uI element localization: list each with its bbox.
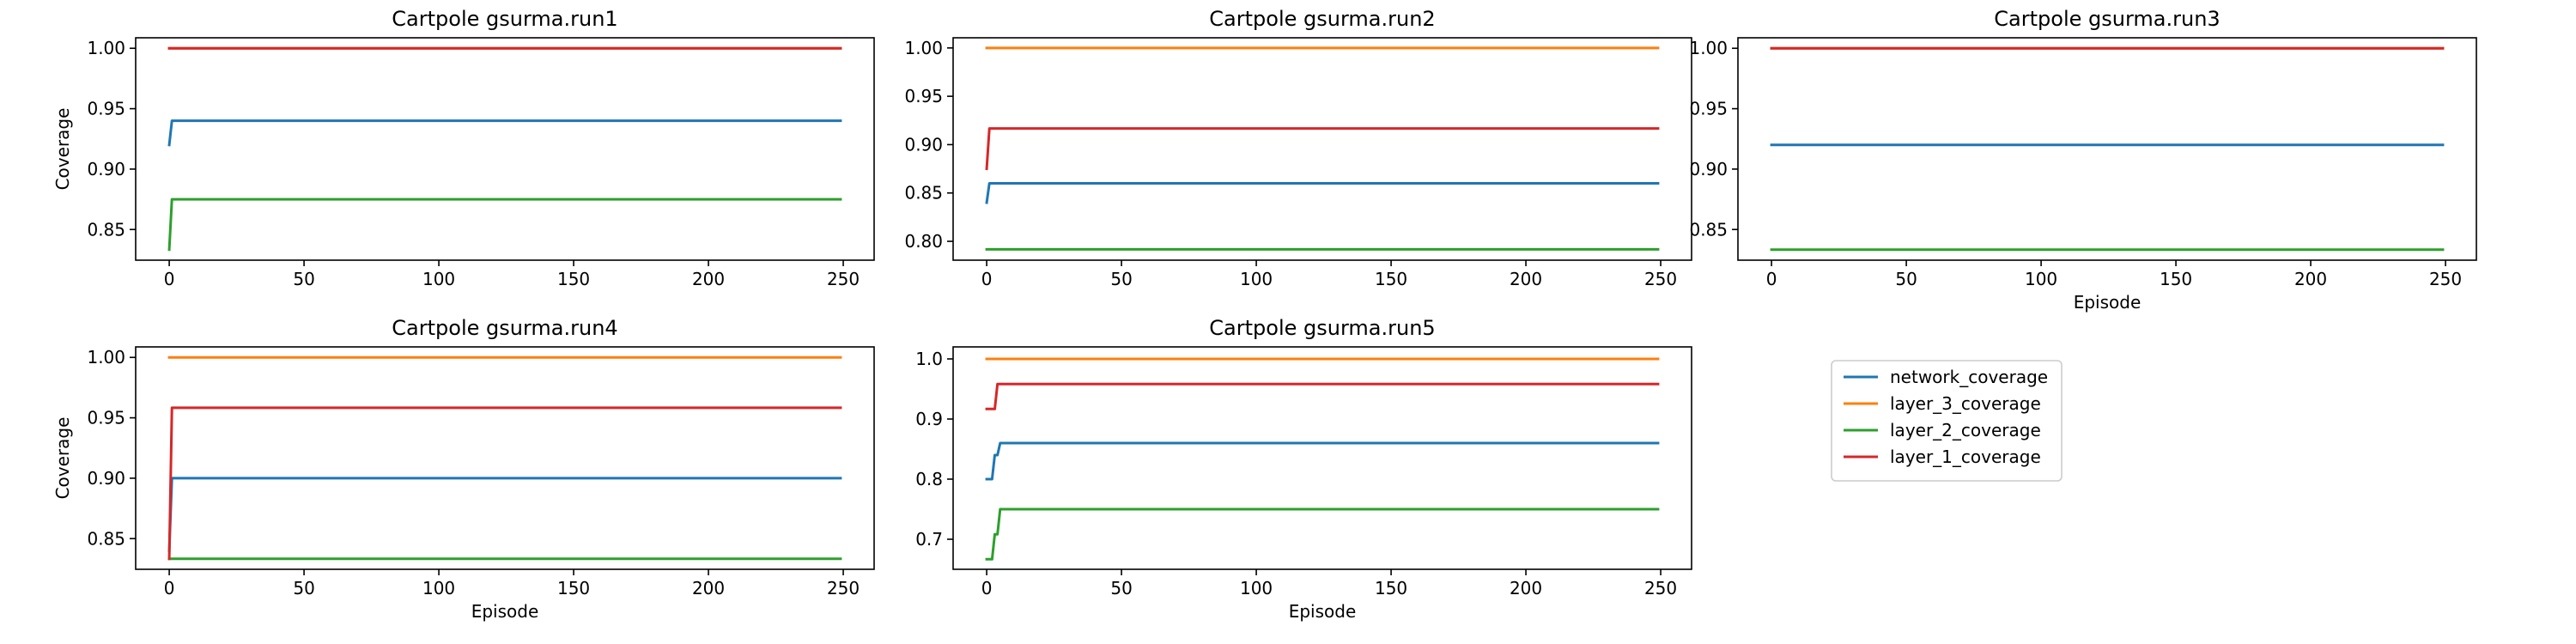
x-tick-label: 150 xyxy=(557,578,590,598)
x-tick-label: 150 xyxy=(1375,578,1407,598)
legend-label-layer_2_coverage: layer_2_coverage xyxy=(1890,420,2041,440)
x-tick-label: 50 xyxy=(293,578,314,598)
x-tick-label: 0 xyxy=(164,578,175,598)
y-tick-label: 0.9 xyxy=(915,409,943,429)
subplot-4: 0 50 100 150 200 250 0.85 0.90 0.95 1.00 Cartpole … xyxy=(52,316,875,622)
x-tick-label: 100 xyxy=(2025,269,2057,289)
series-line-network_coverage xyxy=(985,441,1660,481)
x-tick-label: 0 xyxy=(1766,269,1777,289)
x-axis-label: Episode xyxy=(471,601,539,622)
x-tick-label: 50 xyxy=(293,269,314,289)
legend-label-layer_1_coverage: layer_1_coverage xyxy=(1890,447,2041,467)
y-tick-label: 1.0 xyxy=(915,349,943,369)
subplot-5: 0 50 100 150 200 250 0.7 0.8 0.9 1.0 Cartpole gsur… xyxy=(915,316,1692,622)
axes-frame xyxy=(952,37,1692,261)
legend-frame xyxy=(1831,360,2063,482)
x-tick-label: 100 xyxy=(1240,578,1273,598)
y-tick-label: 1.00 xyxy=(904,38,943,58)
subplot-1: 0 50 100 150 200 250 0.85 0.90 0.95 1.00 Cartpole … xyxy=(52,7,875,289)
subplot-title: Cartpole gsurma.run4 xyxy=(392,316,617,340)
subplot-title: Cartpole gsurma.run3 xyxy=(1994,7,2220,31)
y-tick-label: 0.95 xyxy=(87,99,125,119)
series-line-network_coverage xyxy=(985,181,1660,204)
legend-label-layer_3_coverage: layer_3_coverage xyxy=(1890,393,2041,414)
subplot-title: Cartpole gsurma.run5 xyxy=(1209,316,1435,340)
x-tick-label: 0 xyxy=(164,269,175,289)
x-tick-label: 250 xyxy=(827,269,860,289)
y-tick-label: 0.80 xyxy=(904,231,943,252)
series-line-layer_1_coverage xyxy=(985,127,1660,171)
y-tick-label: 1.00 xyxy=(87,38,125,58)
legend: network_coverage layer_3_coverage layer_2_… xyxy=(1831,360,2063,482)
series-line-layer_1_coverage xyxy=(985,382,1660,410)
y-tick-label: 0.7 xyxy=(915,529,943,550)
y-tick-label: 0.85 xyxy=(87,528,125,549)
axes-frame xyxy=(135,37,875,261)
y-tick-label: 0.8 xyxy=(915,469,943,489)
y-tick-label: 0.85 xyxy=(87,219,125,240)
y-axis-label: Coverage xyxy=(52,108,73,191)
subplot-3: 0 50 100 150 200 250 0.85 0.90 0.95 1.00 Cartpole … xyxy=(1689,7,2477,313)
subplot-title: Cartpole gsurma.run1 xyxy=(392,7,617,31)
series-line-layer_2_coverage xyxy=(167,197,842,252)
axes-frame xyxy=(1737,37,2477,261)
x-tick-label: 50 xyxy=(1895,269,1917,289)
x-axis-label: Episode xyxy=(2074,292,2142,313)
subplot-title: Cartpole gsurma.run2 xyxy=(1209,7,1435,31)
series-line-network_coverage xyxy=(167,119,842,147)
x-tick-label: 200 xyxy=(692,269,725,289)
y-tick-label: 0.90 xyxy=(87,159,125,179)
x-tick-label: 100 xyxy=(422,269,455,289)
x-tick-label: 0 xyxy=(981,269,993,289)
axes-frame xyxy=(952,346,1692,570)
x-tick-label: 250 xyxy=(1644,578,1677,598)
x-tick-label: 0 xyxy=(981,578,993,598)
axes-frame xyxy=(135,346,875,570)
x-tick-label: 50 xyxy=(1110,269,1132,289)
y-tick-label: 0.85 xyxy=(1689,219,1728,240)
y-tick-label: 1.00 xyxy=(87,347,125,368)
x-tick-label: 200 xyxy=(1510,578,1542,598)
x-axis-label: Episode xyxy=(1289,601,1357,622)
legend-label-network_coverage: network_coverage xyxy=(1890,367,2048,387)
subplot-2: 0 50 100 150 200 250 0.80 0.85 0.90 0.95 1.00 Cartp… xyxy=(904,7,1692,289)
y-tick-label: 0.95 xyxy=(904,86,943,106)
subplots: 0 50 100 150 200 2500.850.900.951.00Cartpole … xyxy=(52,7,2477,622)
y-tick-label: 1.00 xyxy=(1689,38,1728,58)
x-tick-label: 200 xyxy=(2294,269,2327,289)
y-tick-label: 0.90 xyxy=(87,468,125,489)
y-axis-label: Coverage xyxy=(52,417,73,500)
y-tick-label: 0.95 xyxy=(1689,99,1728,119)
x-tick-label: 250 xyxy=(2429,269,2462,289)
x-tick-label: 100 xyxy=(1240,269,1273,289)
x-tick-label: 250 xyxy=(827,578,860,598)
x-tick-label: 100 xyxy=(422,578,455,598)
series-line-layer_2_coverage xyxy=(985,507,1660,561)
y-tick-label: 0.90 xyxy=(1689,159,1728,179)
y-tick-label: 0.90 xyxy=(904,134,943,155)
x-tick-label: 200 xyxy=(1510,269,1542,289)
x-tick-label: 150 xyxy=(2160,269,2192,289)
y-tick-label: 0.85 xyxy=(904,183,943,204)
x-tick-label: 50 xyxy=(1110,578,1132,598)
y-tick-label: 0.95 xyxy=(87,408,125,428)
x-tick-label: 150 xyxy=(557,269,590,289)
x-tick-label: 250 xyxy=(1644,269,1677,289)
x-tick-label: 200 xyxy=(692,578,725,598)
series-line-layer_1_coverage xyxy=(167,406,842,561)
x-tick-label: 150 xyxy=(1375,269,1407,289)
